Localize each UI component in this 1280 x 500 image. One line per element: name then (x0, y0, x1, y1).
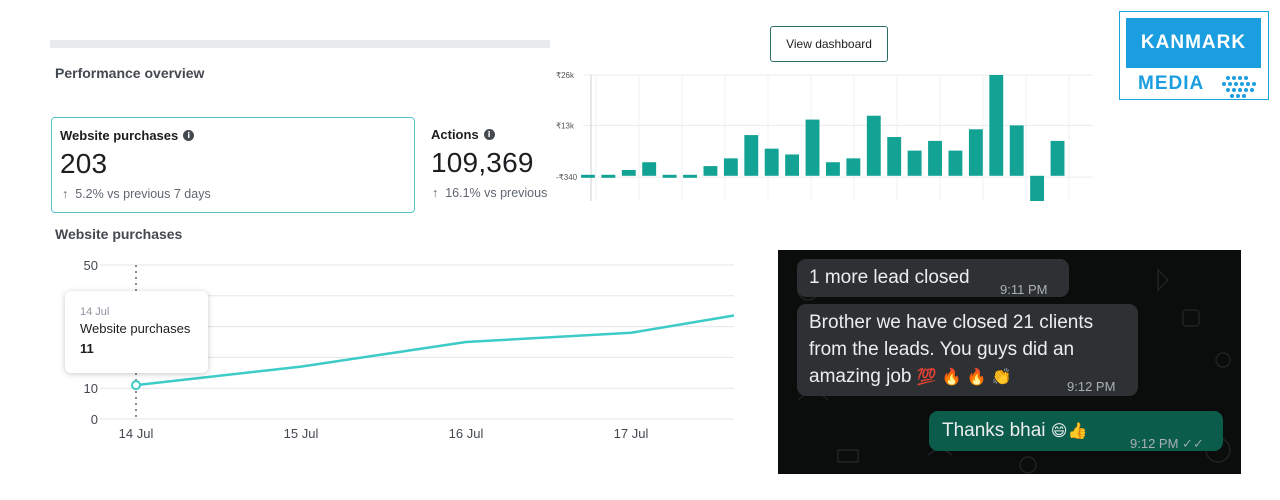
view-dashboard-button[interactable]: View dashboard (770, 26, 888, 62)
x-tick-label: 15 Jul (284, 426, 319, 441)
data-point (131, 380, 141, 391)
delta-text: 16.1% vs previous (445, 186, 548, 200)
actions-card[interactable]: Actions i 109,369 ↑ 16.1% vs previous (415, 117, 550, 213)
arrow-up-icon: ↑ (432, 186, 439, 200)
double-check-icon: ✓✓ (1182, 436, 1204, 451)
bar (744, 135, 759, 176)
spend-bar-chart: ₹26k ₹13k -₹340 (556, 71, 1093, 201)
message-line-text: amazing job (809, 366, 912, 387)
bar (948, 150, 963, 176)
message-line: amazing job 💯 🔥 🔥 👏 (809, 363, 1093, 390)
bar (928, 140, 942, 176)
message-body: Thanks bhai (942, 420, 1046, 441)
message-emoji: 😄👍 (1050, 421, 1088, 440)
bar (642, 162, 657, 176)
bar (866, 115, 881, 176)
message-text: 1 more lead closed (809, 267, 970, 288)
bar (1030, 175, 1045, 201)
card-label-actions: Actions i (431, 127, 495, 142)
card-label-text: Website purchases (60, 128, 179, 143)
bar (683, 174, 697, 178)
logo-top-text: KANMARK (1126, 18, 1261, 68)
bar (1009, 125, 1024, 176)
message-text: Brother we have closed 21 clients from t… (809, 309, 1093, 390)
chat-screenshot: 1 more lead closed 9:11 PM Brother we ha… (778, 250, 1241, 474)
card-value-website-purchases: 203 (60, 148, 108, 179)
x-tick-label: 14 Jul (119, 426, 154, 441)
card-label-website-purchases: Website purchases i (60, 128, 195, 143)
bar (703, 166, 718, 176)
message-line: Brother we have closed 21 clients (809, 312, 1094, 333)
card-delta-website-purchases: ↑ 5.2% vs previous 7 days (62, 187, 211, 201)
series-line-website-purchases (135, 314, 735, 387)
bar (723, 158, 738, 176)
y-tick-label: 10 (84, 381, 98, 396)
chat-message-incoming: 1 more lead closed 9:11 PM (797, 259, 1069, 297)
bar (887, 137, 902, 176)
bar (662, 174, 677, 178)
bar (805, 119, 820, 176)
arrow-up-icon: ↑ (62, 187, 69, 201)
bar (846, 158, 861, 176)
bar (785, 154, 800, 176)
message-time-text: 9:12 PM (1130, 436, 1179, 451)
chart-tooltip: 14 Jul Website purchases 11 (65, 291, 208, 373)
info-icon[interactable]: i (183, 130, 195, 141)
bar (907, 150, 922, 176)
y-tick-label: 50 (84, 258, 98, 273)
bar (621, 169, 636, 176)
line-chart-title: Website purchases (55, 226, 183, 242)
bar (764, 148, 779, 176)
tooltip-date: 14 Jul (80, 306, 110, 318)
y-tick-label: -₹340 (556, 173, 578, 182)
delta-text: 5.2% vs previous 7 days (75, 187, 211, 201)
message-time: 9:11 PM (1000, 282, 1048, 297)
message-emoji: 💯 🔥 🔥 👏 (916, 367, 1012, 386)
y-tick-label: ₹26k (556, 71, 575, 80)
bar (968, 129, 983, 176)
bar (989, 75, 1004, 176)
kanmark-media-logo: KANMARK MEDIA (1119, 11, 1269, 100)
y-tick-label: ₹13k (556, 121, 575, 130)
message-line: from the leads. You guys did an (809, 339, 1075, 360)
message-text: Thanks bhai 😄👍 (942, 417, 1087, 444)
logo-bottom-text: MEDIA (1138, 73, 1205, 94)
panel-top-bar (50, 40, 550, 48)
bar (1050, 140, 1065, 176)
logo-dots-icon (1222, 76, 1256, 98)
tooltip-metric: Website purchases (80, 321, 191, 336)
performance-title: Performance overview (55, 65, 205, 81)
x-tick-label: 17 Jul (614, 426, 649, 441)
chat-message-incoming: Brother we have closed 21 clients from t… (797, 304, 1138, 396)
bar (581, 174, 595, 178)
bar (826, 162, 840, 176)
tooltip-value: 11 (80, 341, 94, 356)
y-tick-label: 0 (91, 412, 98, 427)
info-icon[interactable]: i (483, 129, 495, 140)
card-label-text: Actions (431, 127, 479, 142)
website-purchases-line-chart: 0 10 50 14 Jul 15 Jul 16 Jul 17 Jul (84, 258, 735, 441)
website-purchases-card[interactable]: Website purchases i 203 ↑ 5.2% vs previo… (51, 117, 415, 213)
card-value-actions: 109,369 (431, 147, 534, 178)
x-tick-label: 16 Jul (449, 426, 484, 441)
bar (601, 174, 616, 178)
card-delta-actions: ↑ 16.1% vs previous (432, 186, 547, 200)
message-time: 9:12 PM (1067, 379, 1116, 394)
chat-message-outgoing: Thanks bhai 😄👍 9:12 PM ✓✓ (929, 411, 1223, 451)
message-time: 9:12 PM ✓✓ (1130, 430, 1204, 457)
